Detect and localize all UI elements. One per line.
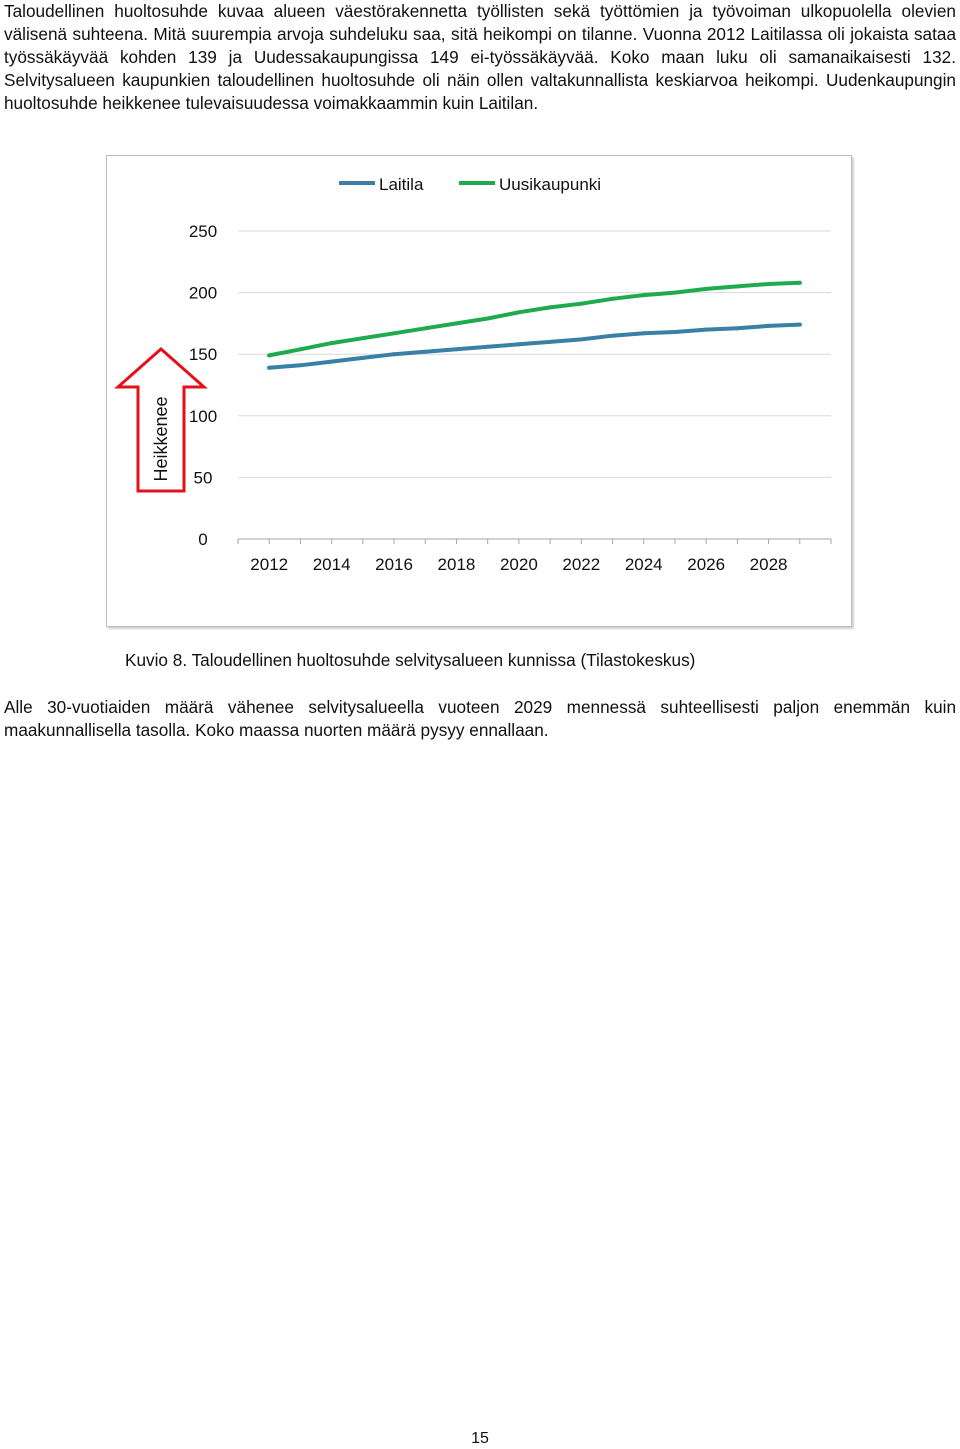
x-tick-label: 2022 xyxy=(562,555,600,574)
data-point-uusikaupunki xyxy=(516,310,521,315)
data-point-laitila xyxy=(641,331,646,336)
data-point-laitila xyxy=(454,347,459,352)
data-point-uusikaupunki xyxy=(329,341,334,346)
body-paragraph: Alle 30-vuotiaiden määrä vähenee selvity… xyxy=(4,697,956,740)
data-point-uusikaupunki xyxy=(610,296,615,301)
data-point-uusikaupunki xyxy=(392,331,397,336)
data-point-uusikaupunki xyxy=(797,280,802,285)
data-point-laitila xyxy=(735,326,740,331)
y-tick-label: 0 xyxy=(198,530,207,549)
data-point-laitila xyxy=(516,342,521,347)
data-point-uusikaupunki xyxy=(641,293,646,298)
x-tick-label: 2020 xyxy=(500,555,538,574)
y-tick-label: 50 xyxy=(194,468,213,487)
data-point-uusikaupunki xyxy=(735,284,740,289)
data-point-laitila xyxy=(672,330,677,335)
data-point-laitila xyxy=(579,337,584,342)
y-tick-label: 150 xyxy=(189,345,217,364)
data-point-laitila xyxy=(704,327,709,332)
data-point-uusikaupunki xyxy=(766,281,771,286)
x-tick-label: 2014 xyxy=(313,555,351,574)
x-tick-label: 2018 xyxy=(438,555,476,574)
data-point-uusikaupunki xyxy=(267,353,272,358)
data-point-uusikaupunki xyxy=(579,301,584,306)
x-tick-label: 2026 xyxy=(687,555,725,574)
data-point-uusikaupunki xyxy=(485,316,490,321)
huoltosuhde-line-chart: 0 50 100 150 200 250 2012 2014 2016 2018 2020 2022 2… xyxy=(114,175,832,574)
data-point-uusikaupunki xyxy=(360,336,365,341)
intro-paragraph: Taloudellinen huoltosuhde kuvaa alueen v… xyxy=(4,1,956,113)
up-arrow-icon xyxy=(114,346,208,493)
figure-caption: Kuvio 8. Taloudellinen huoltosuhde selvi… xyxy=(125,650,696,670)
y-tick-label: 200 xyxy=(189,284,217,303)
y-tick-label: 250 xyxy=(189,222,217,241)
data-point-laitila xyxy=(548,339,553,344)
data-point-laitila xyxy=(329,359,334,364)
legend-label-laitila: Laitila xyxy=(379,175,424,194)
data-point-laitila xyxy=(610,333,615,338)
x-tick-label: 2012 xyxy=(250,555,288,574)
data-point-laitila xyxy=(392,352,397,357)
data-point-uusikaupunki xyxy=(704,286,709,291)
data-point-laitila xyxy=(267,365,272,370)
series-line-laitila xyxy=(267,322,802,370)
series-line-uusikaupunki xyxy=(267,280,802,358)
data-point-uusikaupunki xyxy=(423,326,428,331)
page-number: 15 xyxy=(471,1430,489,1447)
data-point-uusikaupunki xyxy=(548,305,553,310)
chart-frame: 0 50 100 150 200 250 2012 2014 2016 2018 2020 2022 2… xyxy=(106,155,852,627)
x-tick-label: 2024 xyxy=(625,555,663,574)
worsening-annotation-label: Heikkenee xyxy=(151,396,171,481)
data-point-laitila xyxy=(423,349,428,354)
data-point-uusikaupunki xyxy=(298,347,303,352)
data-point-laitila xyxy=(360,355,365,360)
legend-label-uusikaupunki: Uusikaupunki xyxy=(499,175,601,194)
data-point-uusikaupunki xyxy=(454,321,459,326)
y-tick-label: 100 xyxy=(189,407,217,426)
data-point-laitila xyxy=(485,344,490,349)
x-tick-label: 2028 xyxy=(750,555,788,574)
data-point-laitila xyxy=(766,323,771,328)
data-point-laitila xyxy=(797,322,802,327)
data-point-uusikaupunki xyxy=(672,290,677,295)
x-tick-label: 2016 xyxy=(375,555,413,574)
data-point-laitila xyxy=(298,363,303,368)
